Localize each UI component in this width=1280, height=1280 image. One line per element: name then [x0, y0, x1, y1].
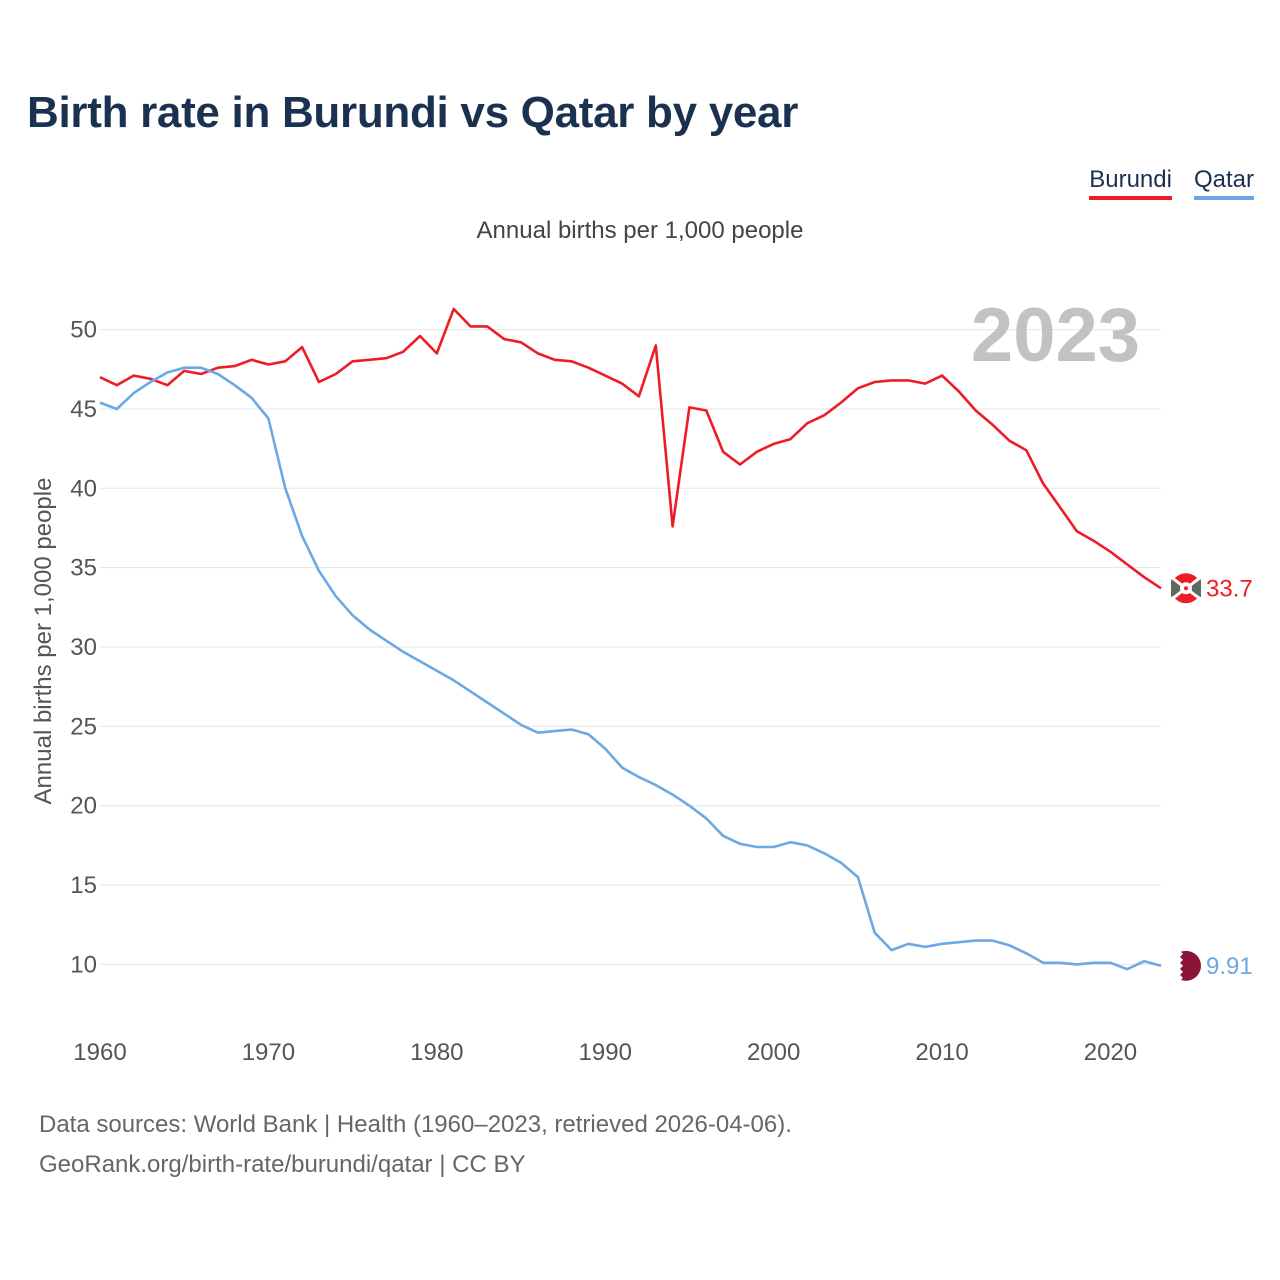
- y-tick-label: 35: [70, 555, 97, 582]
- qatar-flag-icon: [1171, 950, 1201, 981]
- end-value-burundi: 33.7: [1206, 575, 1253, 602]
- legend-item-burundi[interactable]: Burundi: [1089, 166, 1172, 200]
- y-tick-label: 20: [70, 793, 97, 820]
- series-line-qatar[interactable]: [99, 366, 1162, 971]
- year-label: 2023: [971, 293, 1140, 378]
- source-line-1: Data sources: World Bank | Health (1960–…: [39, 1111, 792, 1138]
- series-line-burundi[interactable]: [99, 307, 1162, 590]
- end-markers: 33.7 9.91: [1171, 573, 1253, 981]
- series-lines: [99, 307, 1162, 971]
- y-tick-label: 10: [70, 951, 97, 978]
- line-chart: 10 15 20 25 30 35 40 45 50 1960 1970 1980 1990 2000 2…: [30, 293, 1253, 1066]
- y-axis-ticks: 10 15 20 25 30 35 40 45 50: [70, 317, 97, 979]
- y-tick-label: 50: [70, 317, 97, 344]
- source-line-2[interactable]: GeoRank.org/birth-rate/burundi/qatar | C…: [39, 1151, 526, 1178]
- legend: Burundi Qatar: [1089, 166, 1254, 200]
- x-tick-label: 1970: [242, 1039, 295, 1066]
- y-tick-label: 25: [70, 713, 97, 740]
- x-tick-label: 2020: [1084, 1039, 1137, 1066]
- x-tick-label: 1990: [579, 1039, 632, 1066]
- x-tick-label: 1980: [410, 1039, 463, 1066]
- source-note: Data sources: World Bank | Health (1960–…: [39, 1105, 792, 1185]
- legend-item-qatar[interactable]: Qatar: [1193, 166, 1254, 200]
- y-tick-label: 40: [70, 475, 97, 502]
- y-tick-label: 30: [70, 634, 97, 661]
- x-axis-ticks: 1960 1970 1980 1990 2000 2010 2020: [73, 1039, 1137, 1066]
- y-tick-label: 15: [70, 872, 97, 899]
- chart-subtitle: Annual births per 1,000 people: [476, 217, 804, 244]
- chart-title: Birth rate in Burundi vs Qatar by year: [27, 88, 799, 137]
- x-tick-label: 2000: [747, 1039, 800, 1066]
- burundi-flag-icon: [1171, 573, 1201, 604]
- x-tick-label: 2010: [915, 1039, 968, 1066]
- end-value-qatar: 9.91: [1206, 953, 1253, 980]
- y-tick-label: 45: [70, 396, 97, 423]
- y-axis-label: Annual births per 1,000 people: [30, 478, 57, 805]
- grid-lines: [100, 329, 1161, 965]
- x-tick-label: 1960: [73, 1039, 126, 1066]
